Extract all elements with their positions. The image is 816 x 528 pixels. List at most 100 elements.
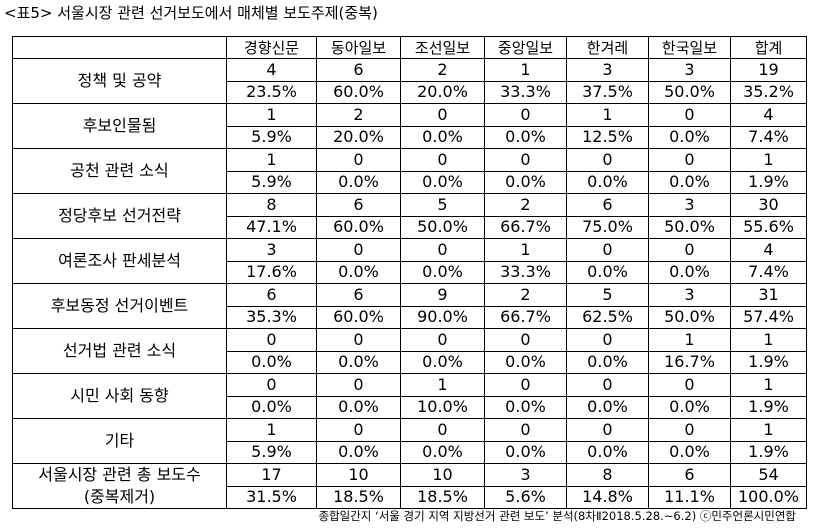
- percent-cell: 0.0%: [226, 395, 317, 419]
- row-label-text: 후보동정 선거이벤트: [50, 296, 189, 315]
- count-cell: 2: [400, 58, 485, 82]
- count-cell: 2: [484, 193, 567, 217]
- row-label-text: 서울시장 관련 총 보도수: [38, 465, 201, 484]
- row-label: 공천 관련 소식: [12, 148, 227, 194]
- count-cell: 6: [316, 58, 401, 82]
- count-cell: 4: [730, 238, 807, 262]
- percent-cell: 60.0%: [316, 80, 401, 104]
- row-label: 여론조사 판세분석: [12, 238, 227, 284]
- count-cell: 5: [566, 283, 649, 307]
- percent-cell: 0.0%: [226, 350, 317, 374]
- percent-cell: 5.9%: [226, 440, 317, 464]
- percent-cell: 47.1%: [226, 215, 317, 239]
- count-cell: 0: [484, 418, 567, 442]
- percent-cell: 0.0%: [566, 170, 649, 194]
- count-cell: 6: [566, 193, 649, 217]
- percent-cell: 17.6%: [226, 260, 317, 284]
- count-row: 공천 관련 소식 1 0 0 0 0 0 1: [12, 148, 807, 194]
- column-header: 경향신문: [226, 36, 317, 59]
- percent-row: 5.9% 0.0% 0.0% 0.0% 0.0% 0.0% 1.9%: [13, 170, 807, 194]
- column-header: 동아일보: [316, 36, 401, 59]
- percent-cell: 33.3%: [484, 260, 567, 284]
- row-label: 시민 사회 동향: [12, 373, 227, 419]
- count-cell: 6: [648, 463, 731, 487]
- count-cell: 1: [730, 328, 807, 352]
- count-cell: 1: [484, 238, 567, 262]
- count-cell: 1: [648, 328, 731, 352]
- row-label: 후보동정 선거이벤트: [12, 283, 227, 329]
- count-cell: 0: [566, 148, 649, 172]
- percent-cell: 57.4%: [730, 305, 807, 329]
- percent-row: 0.0% 0.0% 10.0% 0.0% 0.0% 0.0% 1.9%: [13, 395, 807, 419]
- column-header: 한겨레: [566, 36, 649, 59]
- count-cell: 8: [226, 193, 317, 217]
- percent-cell: 14.8%: [566, 485, 649, 509]
- count-cell: 2: [484, 283, 567, 307]
- percent-cell: 50.0%: [648, 80, 731, 104]
- header-row: 경향신문 동아일보 조선일보 중앙일보 한겨레 한국일보 합계: [12, 36, 807, 59]
- percent-cell: 1.9%: [730, 440, 807, 464]
- count-cell: 0: [316, 238, 401, 262]
- column-header: 중앙일보: [484, 36, 567, 59]
- row-label: 후보인물됨: [12, 103, 227, 149]
- table-body: 정책 및 공약 4 6 2 1 3 3 19 23.5% 60.0% 20.0% 33.3% 37.5%…: [12, 58, 807, 509]
- percent-cell: 0.0%: [400, 125, 485, 149]
- count-cell: 0: [400, 103, 485, 127]
- count-cell: 6: [316, 193, 401, 217]
- percent-cell: 37.5%: [566, 80, 649, 104]
- percent-cell: 0.0%: [316, 260, 401, 284]
- count-cell: 0: [566, 418, 649, 442]
- percent-cell: 0.0%: [484, 395, 567, 419]
- percent-row: 5.9% 20.0% 0.0% 0.0% 12.5% 0.0% 7.4%: [13, 125, 807, 149]
- percent-cell: 18.5%: [316, 485, 401, 509]
- row-label: 기타: [12, 418, 227, 464]
- percent-cell: 0.0%: [400, 170, 485, 194]
- row-label-text: 시민 사회 동향: [70, 386, 169, 405]
- percent-cell: 0.0%: [316, 350, 401, 374]
- percent-cell: 100.0%: [730, 485, 807, 509]
- count-cell: 3: [226, 238, 317, 262]
- percent-cell: 0.0%: [566, 440, 649, 464]
- count-cell: 1: [226, 103, 317, 127]
- percent-cell: 55.6%: [730, 215, 807, 239]
- count-row: 시민 사회 동향 0 0 1 0 0 0 1: [12, 373, 807, 419]
- count-cell: 0: [316, 148, 401, 172]
- count-cell: 0: [484, 103, 567, 127]
- row-label: 선거법 관련 소식: [12, 328, 227, 374]
- count-cell: 0: [226, 328, 317, 352]
- percent-cell: 0.0%: [484, 170, 567, 194]
- row-label-text: 공천 관련 소식: [70, 161, 169, 180]
- percent-cell: 62.5%: [566, 305, 649, 329]
- column-header: 조선일보: [400, 36, 485, 59]
- percent-cell: 1.9%: [730, 170, 807, 194]
- count-cell: 1: [566, 103, 649, 127]
- count-row: 후보동정 선거이벤트 6 6 9 2 5 3 31: [12, 283, 807, 329]
- percent-cell: 7.4%: [730, 125, 807, 149]
- count-cell: 31: [730, 283, 807, 307]
- count-cell: 0: [484, 328, 567, 352]
- count-cell: 10: [316, 463, 401, 487]
- percent-cell: 50.0%: [648, 215, 731, 239]
- percent-cell: 50.0%: [400, 215, 485, 239]
- count-cell: 4: [730, 103, 807, 127]
- row-label: 정책 및 공약: [12, 58, 227, 104]
- row-label-text: 정당후보 선거전략: [58, 206, 181, 225]
- count-row: 여론조사 판세분석 3 0 0 1 0 0 4: [12, 238, 807, 284]
- count-cell: 8: [566, 463, 649, 487]
- percent-cell: 20.0%: [316, 125, 401, 149]
- percent-cell: 0.0%: [484, 125, 567, 149]
- count-cell: 0: [316, 418, 401, 442]
- count-cell: 1: [226, 418, 317, 442]
- percent-cell: 0.0%: [566, 350, 649, 374]
- count-cell: 54: [730, 463, 807, 487]
- count-row: 정책 및 공약 4 6 2 1 3 3 19: [12, 58, 807, 104]
- count-cell: 0: [400, 148, 485, 172]
- row-label: 서울시장 관련 총 보도수 (중복제거): [12, 463, 227, 509]
- percent-cell: 0.0%: [648, 395, 731, 419]
- percent-cell: 1.9%: [730, 350, 807, 374]
- row-label-text: 여론조사 판세분석: [58, 251, 181, 270]
- percent-cell: 90.0%: [400, 305, 485, 329]
- count-cell: 1: [730, 418, 807, 442]
- percent-cell: 0.0%: [648, 170, 731, 194]
